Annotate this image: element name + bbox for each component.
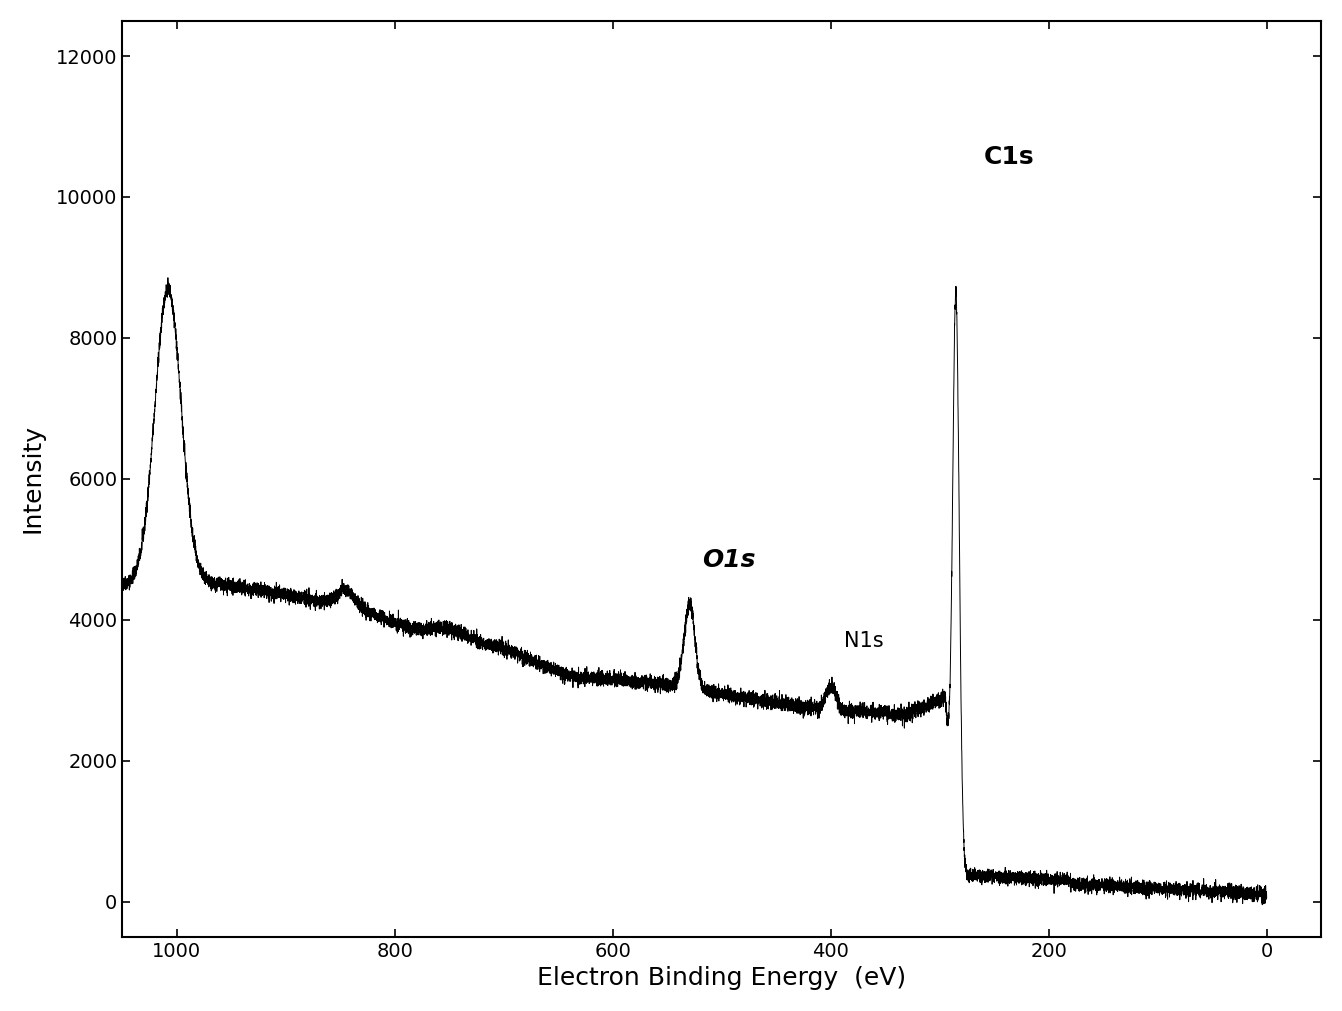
Text: O1s: O1s	[702, 548, 756, 572]
X-axis label: Electron Binding Energy  (eV): Electron Binding Energy (eV)	[537, 967, 906, 990]
Y-axis label: Intensity: Intensity	[21, 425, 44, 533]
Text: N1s: N1s	[844, 632, 883, 651]
Text: C1s: C1s	[984, 145, 1033, 169]
